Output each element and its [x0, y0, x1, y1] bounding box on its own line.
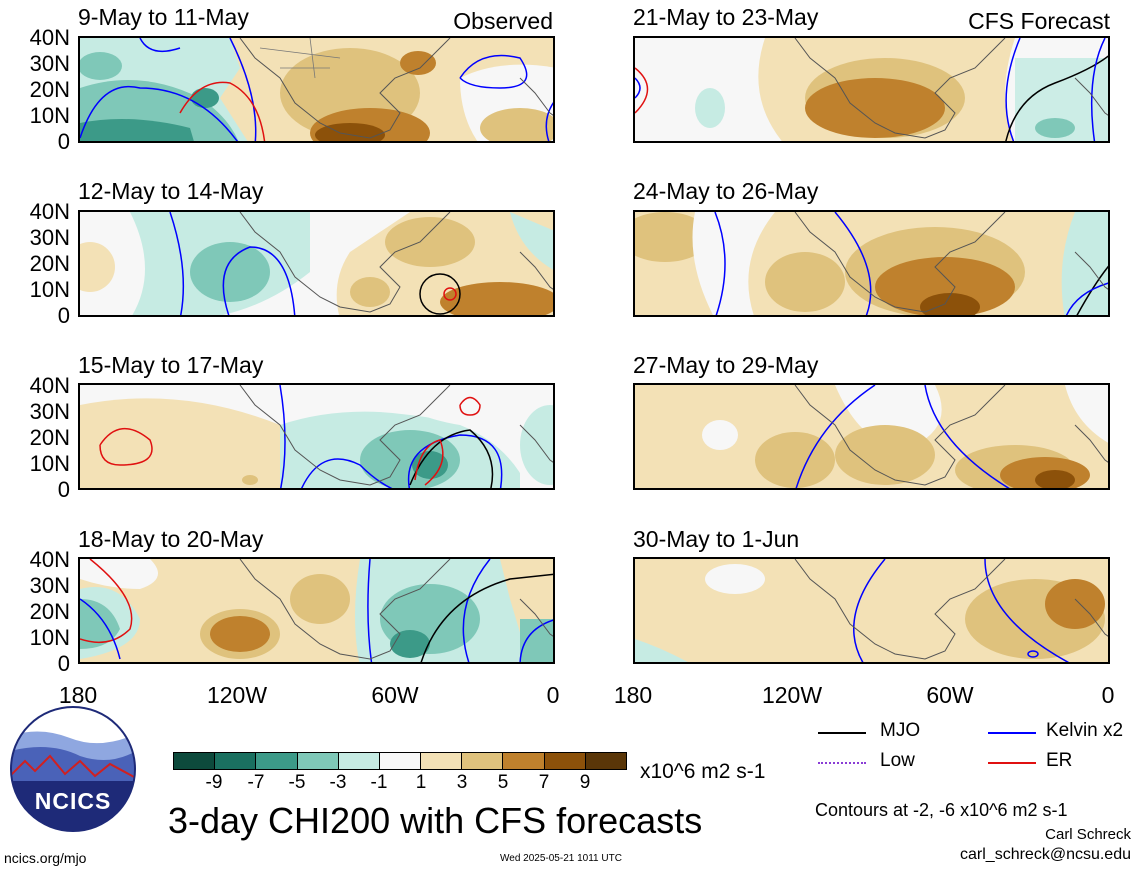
map-panel-7	[633, 383, 1110, 490]
panel-tag-observed: Observed	[453, 8, 553, 34]
legend-line-er	[988, 762, 1036, 764]
lat-label: 30N	[29, 399, 70, 424]
panel-title-4: 18-May to 20-May	[78, 526, 264, 552]
lat-label: 20N	[29, 251, 70, 276]
panel-title-1: 9-May to 11-May	[78, 4, 249, 30]
colorbar-label: -9	[205, 772, 223, 793]
site-link[interactable]: ncics.org/mjo	[4, 850, 87, 866]
panel-title-8: 30-May to 1-Jun	[633, 526, 800, 552]
lat-label: 30N	[29, 573, 70, 598]
lat-label: 0	[57, 303, 70, 328]
lon-label: 120W	[206, 682, 268, 708]
colorbar-label: -7	[247, 772, 265, 793]
lat-label: 40N	[29, 547, 70, 572]
lat-label: 0	[57, 651, 70, 676]
colorbar-label: 5	[497, 772, 509, 793]
legend-line-low	[818, 762, 866, 764]
panel-tag-forecast: CFS Forecast	[968, 8, 1110, 34]
colorbar-cell	[173, 752, 216, 770]
lon-label: 0	[1101, 682, 1115, 708]
colorbar-cell	[420, 752, 463, 770]
colorbar	[173, 752, 627, 770]
colorbar-units: x10^6 m2 s-1	[640, 760, 766, 783]
lat-label: 10N	[29, 277, 70, 302]
lat-label: 30N	[29, 51, 70, 76]
map-panel-6	[633, 210, 1110, 317]
lat-label: 40N	[29, 373, 70, 398]
legend-line-mjo	[818, 732, 866, 734]
timestamp: Wed 2025-05-21 1011 UTC	[500, 853, 622, 864]
panel-title-2: 12-May to 14-May	[78, 178, 264, 204]
lat-label: 0	[57, 477, 70, 502]
colorbar-label: 7	[538, 772, 550, 793]
legend-label-low: Low	[880, 750, 915, 771]
map-panel-1	[78, 36, 555, 143]
panel-title-6: 24-May to 26-May	[633, 178, 819, 204]
colorbar-label: 1	[415, 772, 427, 793]
legend-line-kelvin	[988, 732, 1036, 734]
colorbar-cell	[337, 752, 380, 770]
panel-title-5: 21-May to 23-May	[633, 4, 819, 30]
lat-label: 10N	[29, 625, 70, 650]
map-panel-8	[633, 557, 1110, 664]
lon-label: 0	[546, 682, 560, 708]
lat-label: 20N	[29, 425, 70, 450]
lat-label: 20N	[29, 599, 70, 624]
lon-label: 60W	[926, 682, 974, 708]
map-panel-4	[78, 557, 555, 664]
lon-label: 120W	[761, 682, 823, 708]
colorbar-label: 9	[579, 772, 591, 793]
colorbar-cell	[461, 752, 504, 770]
colorbar-cell	[214, 752, 257, 770]
colorbar-cell	[584, 752, 627, 770]
panel-title-3: 15-May to 17-May	[78, 352, 264, 378]
map-panel-3	[78, 383, 555, 490]
colorbar-cell	[502, 752, 545, 770]
lon-label: 180	[58, 682, 98, 708]
legend-label-kelvin: Kelvin x2	[1046, 720, 1124, 741]
lat-label: 20N	[29, 77, 70, 102]
lat-label: 40N	[29, 25, 70, 50]
main-title: 3-day CHI200 with CFS forecasts	[168, 800, 703, 841]
legend-label-er: ER	[1046, 750, 1073, 771]
colorbar-cell	[255, 752, 298, 770]
author: Carl Schreck	[1045, 826, 1131, 843]
colorbar-label: -1	[370, 772, 388, 793]
lon-label: 60W	[371, 682, 419, 708]
logo-text: NCICS	[34, 788, 112, 814]
panel-title-7: 27-May to 29-May	[633, 352, 819, 378]
map-panel-5	[633, 36, 1110, 143]
email: carl_schreck@ncsu.edu	[960, 846, 1131, 863]
colorbar-cell	[378, 752, 422, 770]
ncics-logo: NCICS	[10, 706, 136, 832]
map-panel-2	[78, 210, 555, 317]
lon-label: 180	[613, 682, 653, 708]
lat-label: 40N	[29, 199, 70, 224]
lat-label: 0	[57, 129, 70, 154]
legend-label-mjo: MJO	[880, 720, 921, 741]
lat-label: 10N	[29, 103, 70, 128]
lat-label: 10N	[29, 451, 70, 476]
colorbar-label: -5	[288, 772, 306, 793]
contour-note: Contours at -2, -6 x10^6 m2 s-1	[815, 800, 1068, 820]
colorbar-cell	[543, 752, 586, 770]
colorbar-label: 3	[456, 772, 468, 793]
lat-label: 30N	[29, 225, 70, 250]
colorbar-label: -3	[329, 772, 347, 793]
colorbar-cell	[296, 752, 339, 770]
